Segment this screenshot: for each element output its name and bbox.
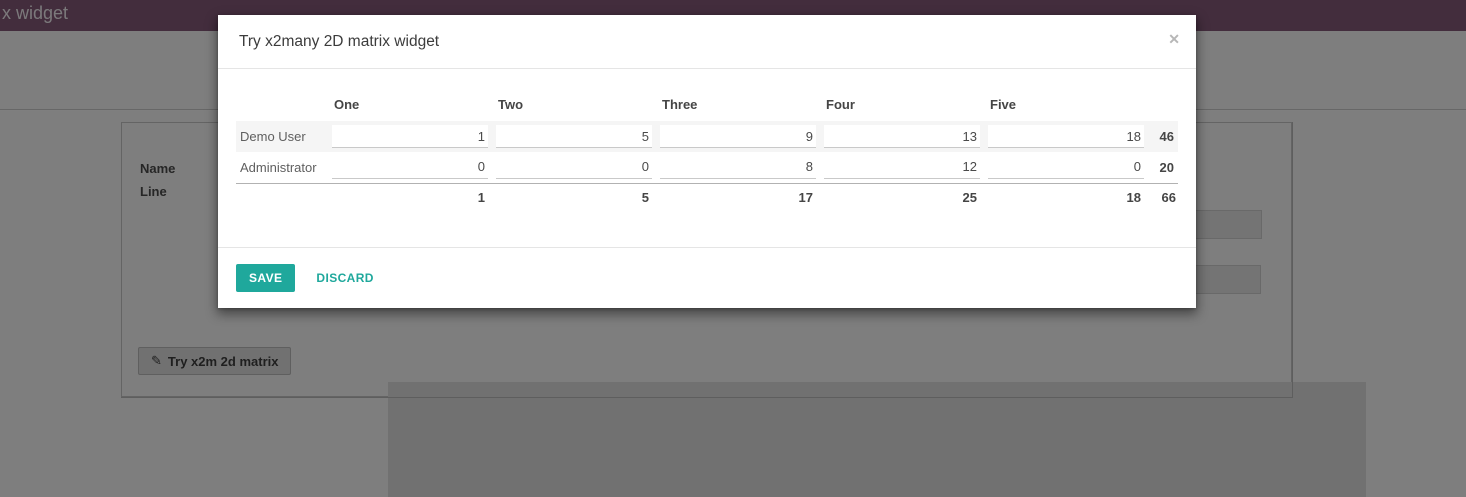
matrix-header-row: One Two Three Four Five xyxy=(236,85,1178,121)
grand-total: 66 xyxy=(1148,182,1178,213)
matrix-cell-input[interactable] xyxy=(332,155,488,179)
matrix-cell-input[interactable] xyxy=(988,155,1144,179)
modal-body: One Two Three Four Five Demo User xyxy=(218,69,1196,247)
column-header-four: Four xyxy=(826,97,855,112)
row-total: 20 xyxy=(1159,159,1174,175)
matrix-cell-input[interactable] xyxy=(496,155,652,179)
matrix-cell-input[interactable] xyxy=(660,125,816,148)
matrix-totals-row: 1 5 17 25 18 66 xyxy=(236,182,1178,213)
matrix-row-demo-user: Demo User 46 xyxy=(236,121,1178,152)
totals-label-cell xyxy=(236,182,328,213)
column-header-two: Two xyxy=(498,97,524,112)
column-header-five: Five xyxy=(990,97,1017,112)
column-header-three: Three xyxy=(662,97,698,112)
column-total: 18 xyxy=(984,182,1148,213)
save-button[interactable]: SAVE xyxy=(236,264,296,292)
row-total: 46 xyxy=(1148,121,1178,152)
row-label: Demo User xyxy=(236,121,328,152)
column-total: 1 xyxy=(328,182,492,213)
row-total-header xyxy=(1148,85,1178,121)
modal-title: Try x2many 2D matrix widget xyxy=(239,32,440,50)
modal-header: Try x2many 2D matrix widget ✕ xyxy=(218,15,1196,69)
matrix-cell-input[interactable] xyxy=(824,125,980,148)
column-total: 17 xyxy=(656,182,820,213)
x2many-matrix-modal: Try x2many 2D matrix widget ✕ One Two Th… xyxy=(218,15,1196,308)
close-icon[interactable]: ✕ xyxy=(1168,31,1180,47)
matrix-cell-input[interactable] xyxy=(496,125,652,148)
matrix-cell-input[interactable] xyxy=(824,155,980,179)
column-header-one: One xyxy=(334,97,360,112)
discard-button[interactable]: DISCARD xyxy=(316,271,374,285)
matrix-table: One Two Three Four Five Demo User xyxy=(236,85,1178,213)
column-total: 25 xyxy=(820,182,984,213)
row-label: Administrator xyxy=(240,159,317,175)
column-total: 5 xyxy=(492,182,656,213)
matrix-row-administrator: Administrator 20 xyxy=(236,152,1178,183)
matrix-cell-input[interactable] xyxy=(332,125,488,148)
matrix-cell-input[interactable] xyxy=(988,125,1144,148)
matrix-corner-cell xyxy=(236,85,328,121)
modal-footer: SAVE DISCARD xyxy=(218,247,1196,308)
matrix-cell-input[interactable] xyxy=(660,155,816,179)
